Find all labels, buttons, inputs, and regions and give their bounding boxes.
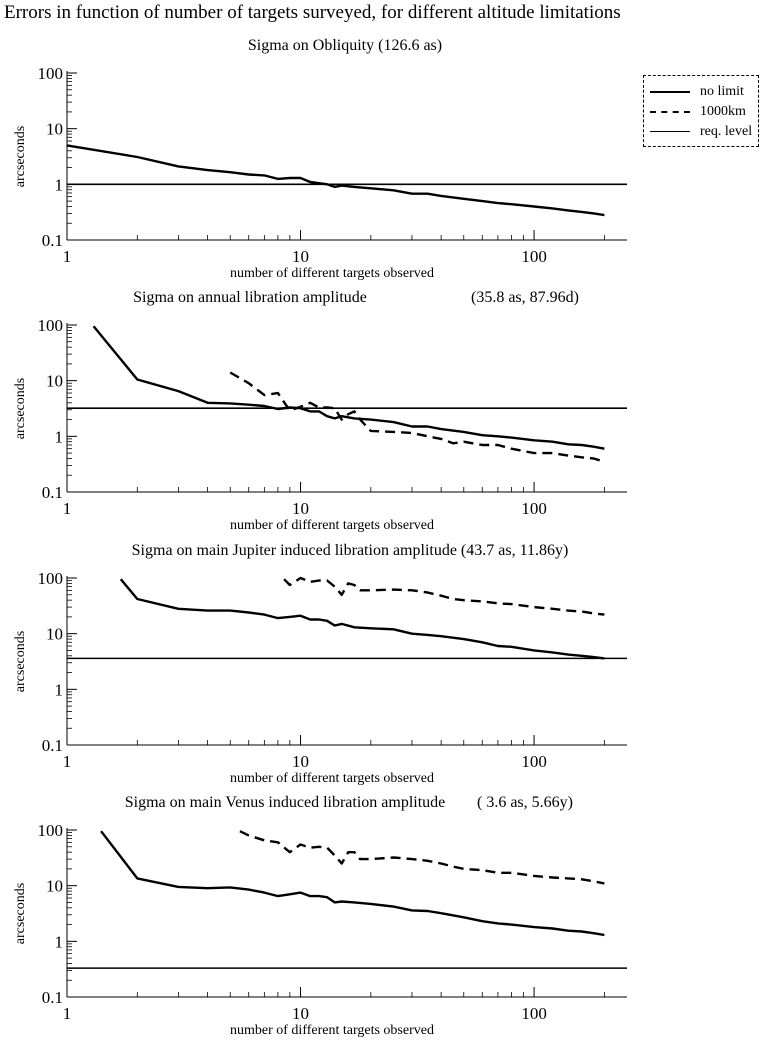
legend-label-req-level: req. level — [700, 124, 753, 139]
panel-1-series-no-limit — [66, 144, 605, 217]
panel-2-series-1000km — [229, 371, 605, 463]
legend: no limit 1000km req. level — [643, 75, 759, 147]
panel-4-title-extra: ( 3.6 as, 5.66y) — [477, 794, 573, 811]
panel-2-y-tick-label: 10 — [46, 372, 63, 391]
panel-2-x-label: number of different targets observed — [230, 518, 434, 533]
panel-3-title: Sigma on main Jupiter induced libration … — [132, 542, 569, 559]
panel-2-y-tick-label: 100 — [38, 316, 64, 335]
legend-label-no-limit: no limit — [700, 84, 744, 99]
panel-1-title: Sigma on Obliquity (126.6 as) — [248, 37, 442, 54]
panel-4-x-label: number of different targets observed — [230, 1023, 434, 1038]
legend-item-req-level: req. level — [650, 123, 758, 141]
panel-3-x-tick-label: 100 — [521, 752, 547, 771]
legend-item-1000km: 1000km — [650, 103, 758, 121]
panel-4-series-1000km — [239, 830, 605, 885]
panel-1-y-tick-label: 10 — [46, 120, 63, 139]
panel-4-y-tick-label: 10 — [46, 877, 63, 896]
panel-2-x-tick-label: 100 — [521, 499, 547, 518]
panel-3-x-label: number of different targets observed — [230, 771, 434, 786]
panel-3-y-tick-label: 10 — [46, 625, 63, 644]
panel-3-x-tick-label: 10 — [292, 752, 309, 771]
panel-2-series-no-limit — [92, 325, 605, 450]
panel-1-y-label: arcseconds — [13, 126, 28, 187]
panel-2-y-tick-label: 0.1 — [42, 483, 63, 502]
panel-3-y-label: arcseconds — [13, 631, 28, 692]
panel-1-x-tick-label: 100 — [521, 247, 547, 266]
panel-4-x-tick-label: 10 — [292, 1004, 309, 1023]
panel-1-x-tick-label: 1 — [63, 247, 72, 266]
panel-4-y-tick-label: 1 — [55, 932, 64, 951]
panel-4-series-no-limit — [100, 830, 605, 937]
legend-swatch-dashed — [650, 111, 690, 113]
panel-4-y-label: arcseconds — [13, 883, 28, 944]
panel-2-title: Sigma on annual libration amplitude — [133, 289, 367, 306]
panel-1-y-tick-label: 100 — [38, 64, 64, 83]
panel-1-x-label: number of different targets observed — [230, 266, 434, 281]
panel-3-series-no-limit — [119, 578, 605, 660]
panel-2-x-tick-label: 10 — [292, 499, 309, 518]
figure-title: Errors in function of number of targets … — [4, 2, 621, 23]
panel-3-series-1000km — [283, 576, 605, 616]
legend-label-1000km: 1000km — [700, 104, 746, 119]
panel-2-x-tick-label: 1 — [63, 499, 72, 518]
panel-3-y-tick-label: 100 — [38, 569, 64, 588]
panel-4-x-tick-label: 1 — [63, 1004, 72, 1023]
panel-2-y-label: arcseconds — [13, 378, 28, 439]
legend-swatch-solid-thick — [650, 91, 690, 93]
panel-3-y-tick-label: 1 — [55, 680, 64, 699]
panel-4-y-tick-label: 100 — [38, 821, 64, 840]
panel-1-y-tick-label: 0.1 — [42, 231, 63, 250]
panel-2-title-extra: (35.8 as, 87.96d) — [471, 289, 579, 306]
panel-4-x-tick-label: 100 — [521, 1004, 547, 1023]
panel-3-x-tick-label: 1 — [63, 752, 72, 771]
panel-4-y-tick-label: 0.1 — [42, 988, 63, 1007]
legend-swatch-thin — [650, 131, 690, 132]
legend-item-no-limit: no limit — [650, 83, 758, 101]
panel-2-y-tick-label: 1 — [55, 427, 64, 446]
panel-3-y-tick-label: 0.1 — [42, 736, 63, 755]
panel-4-title: Sigma on main Venus induced libration am… — [125, 794, 446, 811]
panel-1-x-tick-label: 10 — [292, 247, 309, 266]
panel-1-y-tick-label: 1 — [55, 175, 64, 194]
